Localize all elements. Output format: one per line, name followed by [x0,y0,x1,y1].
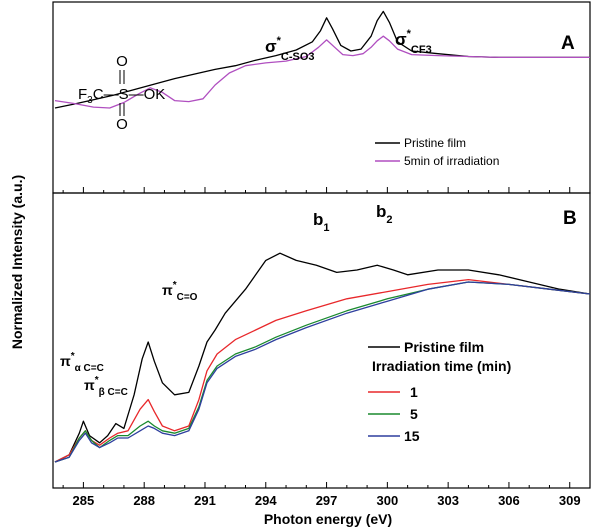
svg-text:O: O [116,116,128,133]
panel-b-letter: B [563,208,577,229]
legend-b-label-15: 15 [404,428,420,444]
annotation-pi-beta: π*β C=C [84,375,128,398]
annotation-sigma-cf3: σ*CF3 [395,28,432,56]
annotation-sigma-cso3: σ*C-SO3 [265,35,315,63]
legend-b: Pristine film Irradiation time (min) 1 5… [368,339,511,444]
legend-b-title: Irradiation time (min) [372,358,511,374]
annotation-pi-co: π*C=O [162,280,198,303]
series-line-pristine-film [54,10,590,109]
x-tick-label: 297 [316,493,338,508]
triflate-structure: O F3C—S—OK O [78,53,165,133]
series-line-5 [54,281,591,463]
x-tick-label: 306 [498,493,520,508]
panel-b-frame [52,192,591,489]
x-tick-label: 309 [559,493,581,508]
legend-a-label-irradiated: 5min of irradiation [404,154,499,168]
series-line-15 [54,281,591,463]
series-line-1 [54,278,591,463]
svg-text:F3C—S—OK: F3C—S—OK [78,86,165,106]
legend-a-label-pristine: Pristine film [404,136,466,150]
y-axis-title: Normalized Intensity (a.u.) [9,175,25,349]
legend-a: Pristine film 5min of irradiation [375,136,499,168]
panel-a-ticks [62,187,591,193]
svg-text:O: O [116,53,128,70]
panel-b-series [54,252,591,463]
series-line-5min-of-irradiation [54,35,590,109]
panel-b-ticks [62,482,591,488]
x-tick-label: 288 [133,493,155,508]
x-axis-title: Photon energy (eV) [264,511,392,527]
panel-a-series [54,10,590,109]
x-tick-label: 303 [437,493,459,508]
legend-b-label-1: 1 [410,384,418,400]
x-tick-label: 294 [255,493,277,508]
annotation-b1: b1 [313,210,330,234]
x-tick-labels: 285 288 291 294 297 300 303 306 309 [73,493,581,508]
legend-b-label-5: 5 [410,406,418,422]
legend-b-label-pristine: Pristine film [404,339,484,355]
panel-a-letter: A [561,33,575,54]
annotation-b2: b2 [376,202,393,226]
x-tick-label: 300 [377,493,399,508]
x-tick-label: 291 [194,493,216,508]
x-tick-label: 285 [73,493,95,508]
annotation-pi-alpha: π*α C=C [60,351,104,374]
series-line-pristine-film [54,252,591,463]
